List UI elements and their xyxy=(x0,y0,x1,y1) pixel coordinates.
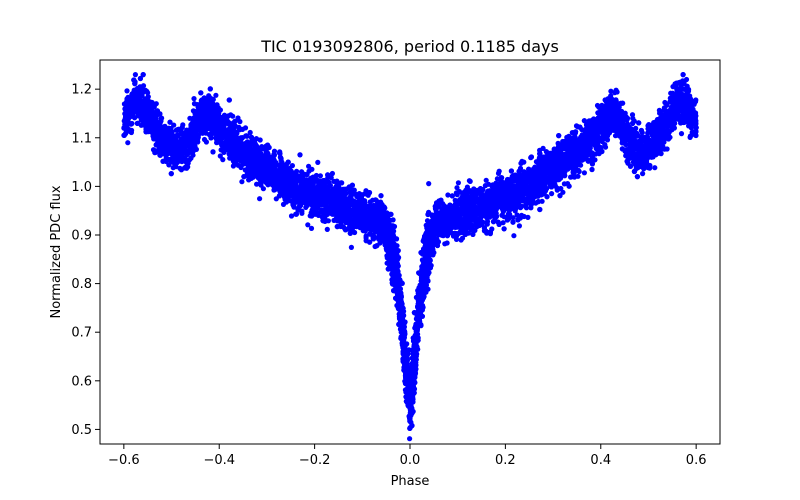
data-point xyxy=(640,171,646,177)
data-point xyxy=(549,191,555,197)
data-point xyxy=(177,165,183,171)
data-point xyxy=(213,92,219,98)
data-point xyxy=(247,129,253,136)
data-point xyxy=(581,170,588,176)
data-point xyxy=(309,166,315,172)
data-point xyxy=(466,178,472,184)
data-point xyxy=(511,233,517,239)
data-point xyxy=(525,214,531,220)
data-point xyxy=(254,181,260,187)
data-point xyxy=(558,185,564,192)
data-point xyxy=(442,241,448,247)
data-point xyxy=(317,173,323,179)
data-point xyxy=(514,212,520,218)
data-point xyxy=(472,227,478,233)
data-point xyxy=(483,177,489,183)
data-point xyxy=(230,113,236,119)
data-point xyxy=(187,115,193,121)
data-point xyxy=(128,121,134,127)
data-point xyxy=(652,165,658,171)
data-point xyxy=(315,159,321,165)
data-point xyxy=(329,170,335,177)
data-point xyxy=(407,436,413,442)
data-point xyxy=(455,180,461,186)
data-point xyxy=(324,226,330,232)
data-points-group xyxy=(121,72,699,442)
data-point xyxy=(257,196,263,202)
chart-title: TIC 0193092806, period 0.1185 days xyxy=(260,37,559,56)
data-point xyxy=(661,146,668,152)
data-point xyxy=(458,237,464,243)
data-point xyxy=(539,198,545,204)
data-point xyxy=(191,96,197,102)
data-point xyxy=(482,183,488,189)
data-point xyxy=(363,233,369,239)
data-point xyxy=(328,175,334,181)
data-point xyxy=(201,136,208,143)
data-point xyxy=(445,192,451,198)
data-point xyxy=(125,140,131,146)
data-point xyxy=(629,112,636,118)
data-point xyxy=(308,225,315,231)
data-point xyxy=(516,223,523,229)
data-point xyxy=(454,185,460,191)
data-point xyxy=(372,197,379,203)
data-point xyxy=(348,244,354,250)
data-point xyxy=(561,181,568,187)
data-point xyxy=(334,224,340,230)
